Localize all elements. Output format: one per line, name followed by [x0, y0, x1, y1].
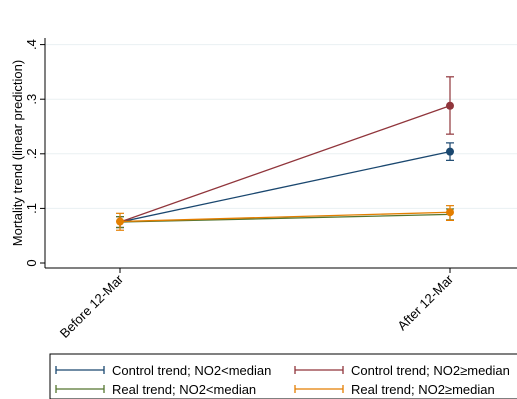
series-line: [119, 211, 451, 223]
x-tick-label: After 12-Mar: [394, 271, 456, 333]
series-line: [119, 150, 451, 223]
data-point: [446, 147, 454, 156]
x-axis-ticks: Before 12-Mar After 12-Mar: [57, 268, 457, 341]
data-point: [116, 217, 124, 226]
series-line: [119, 105, 451, 223]
data-point: [446, 101, 454, 110]
x-tick-label: Before 12-Mar: [57, 271, 127, 341]
legend: Control trend; NO2<median Control trend; …: [55, 363, 510, 397]
y-tick-label: .4: [24, 39, 39, 50]
y-tick-label: .2: [24, 148, 39, 159]
y-tick-label: 0: [24, 259, 39, 266]
series-markers: [116, 101, 454, 226]
legend-label: Control trend; NO2<median: [112, 363, 271, 378]
data-point: [446, 208, 454, 217]
y-axis-ticks: 0 .1 .2 .3 .4: [24, 39, 45, 267]
legend-label: Real trend; NO2≥median: [351, 382, 495, 397]
y-axis-title: Mortality trend (linear prediction): [10, 60, 25, 246]
legend-box: [49, 353, 517, 399]
y-tick-label: .3: [24, 94, 39, 105]
y-tick-label: .1: [24, 203, 39, 214]
legend-label: Real trend; NO2<median: [112, 382, 256, 397]
series-line: [119, 213, 451, 223]
gridlines: [45, 44, 517, 209]
legend-label: Control trend; NO2≥median: [351, 363, 510, 378]
series-lines: [119, 105, 451, 223]
